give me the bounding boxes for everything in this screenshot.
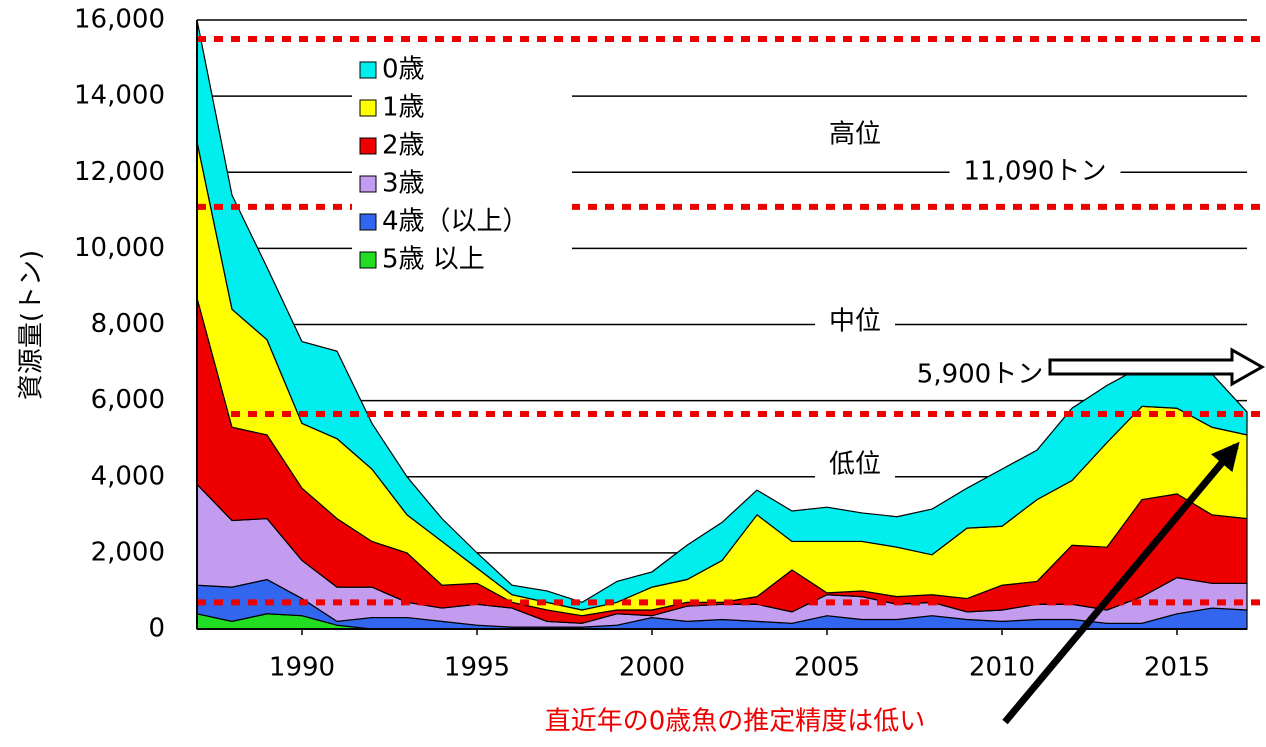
y-tick-label: 4,000 xyxy=(91,461,165,491)
annotation: 低位 xyxy=(829,450,881,480)
annotation-bg xyxy=(949,154,1121,189)
annotation-bg xyxy=(814,117,896,152)
legend-swatch xyxy=(359,99,377,117)
legend-label: 4歳（以上） xyxy=(382,207,529,237)
annotation: 5,900トン xyxy=(917,360,1043,390)
annotation-bg xyxy=(902,357,1058,392)
y-tick-label: 16,000 xyxy=(74,5,165,35)
x-tick-label: 1995 xyxy=(444,653,510,683)
legend-swatch xyxy=(359,175,377,193)
y-tick-label: 12,000 xyxy=(74,157,165,187)
area xyxy=(196,19,1248,611)
legend-bg xyxy=(352,50,572,300)
annotation: 直近年の0歳魚の推定精度は低い xyxy=(545,707,926,737)
annotation: 中位 xyxy=(829,307,881,337)
y-tick-label: 14,000 xyxy=(74,81,165,111)
pointer-arrow xyxy=(1002,441,1240,725)
y-tick-label: 6,000 xyxy=(91,385,165,415)
x-tick-label: 2000 xyxy=(619,653,685,683)
y-tick-label: 10,000 xyxy=(74,233,165,263)
axes: 0 2,000 4,000 6,000 8,000 10,000 12,000 14,000 1… xyxy=(74,5,1247,683)
legend-label: 0歳 xyxy=(382,55,425,85)
legend-swatch xyxy=(359,61,377,79)
x-tick-label: 2010 xyxy=(969,653,1035,683)
y-tick-label: 0 xyxy=(148,614,165,644)
y-tick-label: 8,000 xyxy=(91,309,165,339)
legend-swatch xyxy=(359,213,377,231)
annotation-bg xyxy=(814,447,896,482)
x-tick-label: 1990 xyxy=(269,653,335,683)
x-tick-label: 2015 xyxy=(1144,653,1210,683)
legend-swatch xyxy=(359,137,377,155)
annotation: 11,090トン xyxy=(964,157,1107,187)
x-tick-label: 2005 xyxy=(794,653,860,683)
legend-label: 5歳 以上 xyxy=(382,245,485,275)
legend: 0歳 1歳 2歳 3歳 4歳（以上） 5歳 以上 xyxy=(352,50,572,300)
legend-label: 1歳 xyxy=(382,93,425,123)
legend-swatch xyxy=(359,251,377,269)
y-tick-label: 2,000 xyxy=(91,537,165,567)
annotation-bg xyxy=(814,304,896,339)
legend-label: 2歳 xyxy=(382,131,425,161)
legend-label: 3歳 xyxy=(382,169,425,199)
hollow-arrow xyxy=(1048,347,1266,387)
y-axis-label: 資源量(トン) xyxy=(17,250,47,400)
annotation: 高位 xyxy=(829,120,881,150)
